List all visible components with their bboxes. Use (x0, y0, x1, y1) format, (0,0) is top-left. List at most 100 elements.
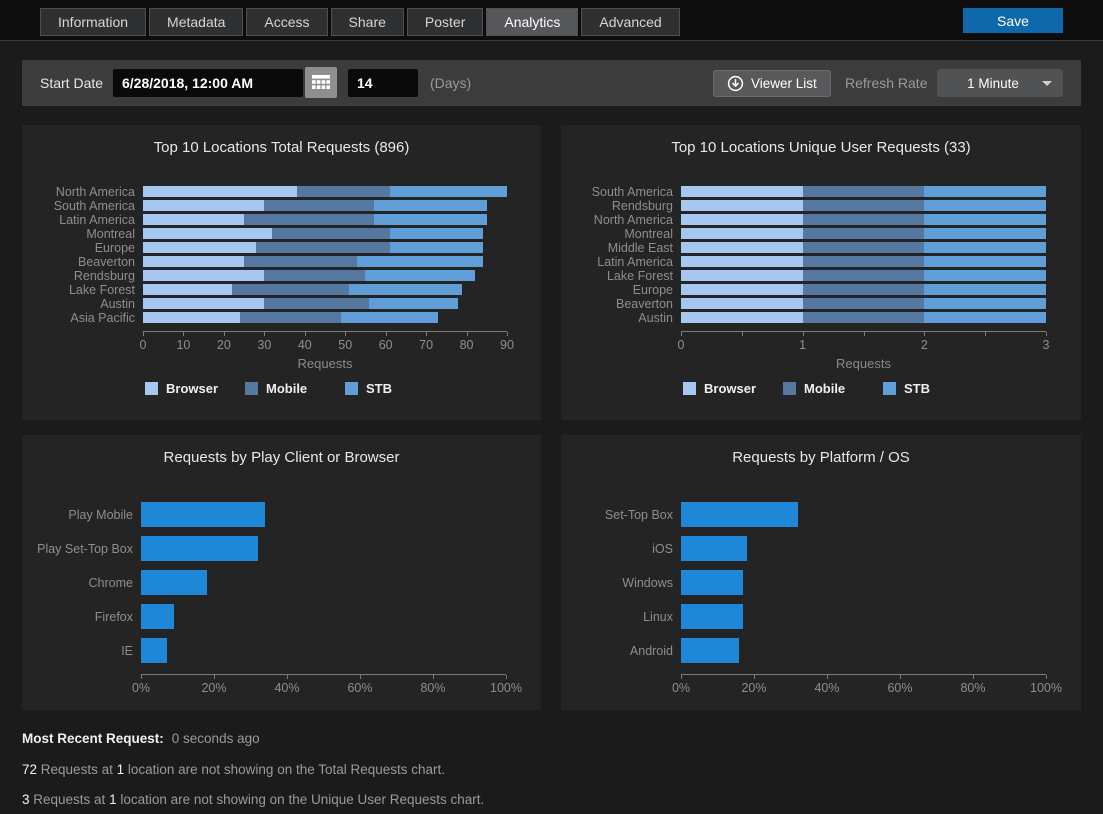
chart-title: Top 10 Locations Total Requests (896) (153, 139, 410, 156)
category-label: Montreal (624, 226, 673, 241)
bar-segment-mobile (802, 312, 925, 323)
note-text: location are not showing on the Unique U… (116, 792, 485, 807)
axis-tick-label: 90 (500, 338, 514, 352)
category-label: Rendsburg (73, 268, 135, 283)
days-label: (Days) (430, 75, 472, 91)
axis-tick (754, 675, 755, 679)
bar-segment-browser (681, 298, 803, 309)
legend-swatch (245, 382, 258, 395)
bar-segment-stb (389, 186, 507, 197)
chart-row: Austin (561, 310, 1081, 325)
total-requests-chart: North America South America Latin America M… (22, 125, 541, 420)
chart-row: Montreal (561, 226, 1081, 241)
legend-swatch (345, 382, 358, 395)
tab-advanced[interactable]: Advanced (581, 8, 680, 36)
chart-row: Beaverton (561, 297, 1081, 311)
legend-swatch (145, 382, 158, 395)
tab-share[interactable]: Share (330, 8, 404, 36)
tab-access[interactable]: Access (246, 8, 328, 36)
calendar-icon (312, 75, 330, 90)
note-location-count: 1 (109, 792, 117, 807)
category-label: Beaverton (78, 254, 135, 269)
start-date-label: Start Date (40, 75, 104, 91)
bar-segment-stb (349, 284, 463, 295)
bar (681, 536, 747, 561)
bar-segment-browser (143, 312, 241, 323)
bar-segment-mobile (802, 200, 925, 211)
bar-segment-browser (143, 242, 257, 253)
axis-tick-label: 50 (338, 338, 353, 352)
tab-poster[interactable]: Poster (406, 8, 484, 36)
category-label: IE (121, 643, 133, 658)
bar-track (681, 536, 1046, 561)
bar-segment-stb (924, 270, 1046, 281)
axis-tick (426, 332, 428, 336)
category-label: North America (55, 184, 135, 199)
axis-tick (507, 332, 508, 336)
bar-segment-mobile (802, 228, 925, 239)
bar-segment-browser (143, 214, 245, 225)
axis-tick (827, 675, 828, 679)
days-input[interactable] (348, 69, 418, 97)
axis-tick (681, 332, 682, 336)
save-button[interactable]: Save (963, 8, 1063, 33)
bar-track (143, 214, 507, 225)
axis-tick (741, 332, 743, 336)
axis-tick-label: 100% (1030, 681, 1062, 695)
bar-segment-stb (341, 312, 439, 323)
bar-segment-browser (143, 186, 297, 197)
x-axis-label: Requests (297, 356, 353, 371)
tab-information[interactable]: Information (40, 8, 147, 36)
refresh-rate-select[interactable]: 1 Minute (937, 69, 1063, 97)
bar-segment-mobile (802, 298, 925, 309)
category-label: Austin (638, 310, 673, 325)
axis-tick-label: 0% (131, 681, 151, 695)
axis-tick-label: 3 (1042, 338, 1050, 352)
bar-track (143, 270, 507, 281)
axis-tick-label: 10 (176, 338, 191, 352)
category-label: Latin America (59, 212, 135, 227)
circle-down-arrow-icon (727, 75, 744, 92)
category-label: Linux (643, 609, 673, 624)
bar-track (681, 186, 1046, 197)
category-label: Rendsburg (611, 198, 673, 213)
bar (141, 570, 207, 595)
play-client-chart: Play Mobile Play Set-Top Box Chrome Firefox… (22, 435, 541, 710)
x-axis-label: Requests (836, 356, 891, 371)
bar-segment-mobile (802, 214, 925, 225)
category-label: Latin America (597, 254, 673, 269)
chart-row: South America (22, 199, 541, 213)
chart-row: Chrome (22, 570, 541, 595)
viewer-list-button[interactable]: Viewer List (713, 70, 831, 97)
calendar-button[interactable] (305, 67, 337, 98)
category-label: Austin (100, 296, 135, 311)
axis-tick (802, 332, 804, 336)
tab-metadata[interactable]: Metadata (149, 8, 244, 36)
bar-segment-stb (924, 256, 1046, 267)
legend-label: Mobile (804, 381, 846, 396)
chart-row: Lake Forest (22, 283, 541, 297)
bar-track (143, 256, 507, 267)
axis-tick (681, 675, 682, 679)
axis-tick (863, 332, 865, 336)
legend-swatch (883, 382, 896, 395)
bar-segment-browser (681, 214, 803, 225)
bar-segment-mobile (802, 186, 925, 197)
chart-row: Firefox (22, 604, 541, 629)
start-date-input[interactable] (113, 69, 303, 97)
platform-os-chart: Set-Top Box iOS Windows Linux Android 0% 20% 40… (561, 435, 1081, 710)
unique-user-requests-chart: South America Rendsburg North America Montr… (561, 125, 1081, 420)
axis-tick-label: 0 (139, 338, 147, 352)
axis-tick-label: 100% (490, 681, 522, 695)
bar-segment-browser (143, 298, 265, 309)
bar-segment-browser (681, 284, 803, 295)
bar-segment-stb (924, 242, 1046, 253)
axis-tick-label: 80% (420, 681, 446, 695)
legend-swatch (783, 382, 796, 395)
category-label: Firefox (94, 609, 133, 624)
tab-analytics[interactable]: Analytics (486, 8, 579, 36)
refresh-rate-label: Refresh Rate (845, 75, 928, 91)
category-label: Android (629, 643, 673, 658)
bar-track (143, 186, 507, 197)
chart-row: Latin America (561, 254, 1081, 269)
